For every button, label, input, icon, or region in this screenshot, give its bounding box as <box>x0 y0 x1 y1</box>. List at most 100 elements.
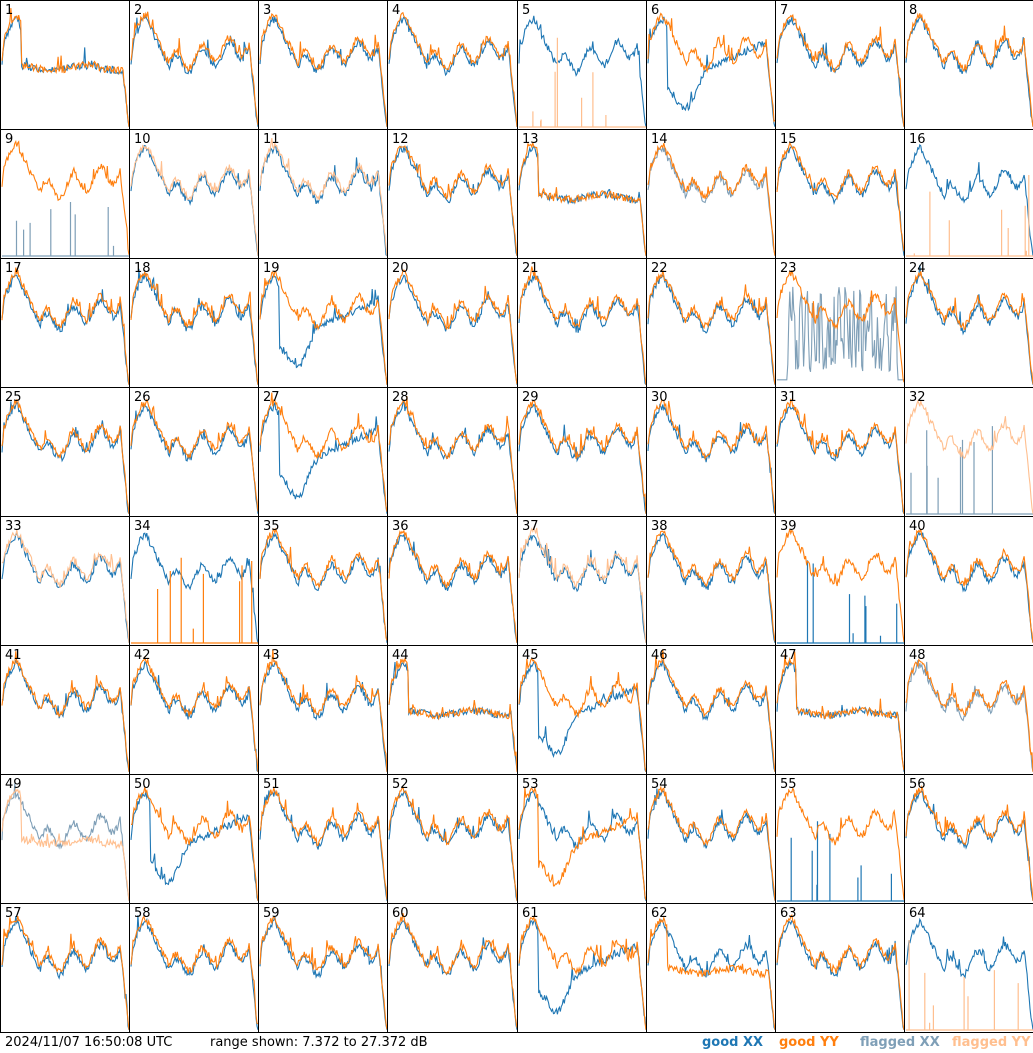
series-xx <box>130 15 258 127</box>
panel-41: 41 <box>0 645 130 775</box>
panel-number: 15 <box>780 132 797 147</box>
panel-number: 18 <box>134 261 151 276</box>
series-xx <box>518 919 646 1030</box>
series-yy <box>388 11 517 127</box>
panel-22: 22 <box>646 258 776 388</box>
series-line <box>2 202 129 257</box>
series-xx <box>647 659 775 772</box>
panel-12: 12 <box>387 129 518 259</box>
series-xx <box>777 560 904 644</box>
panel-number: 5 <box>522 3 531 18</box>
panel-number: 14 <box>651 132 668 147</box>
series-yy <box>647 270 775 385</box>
panel-number: 13 <box>522 132 539 147</box>
series-xx <box>776 405 904 515</box>
panel-number: 50 <box>134 777 151 792</box>
panel-plot <box>130 268 258 385</box>
series-yy <box>905 12 1033 127</box>
panel-48: 48 <box>904 645 1033 775</box>
panel-number: 25 <box>5 390 22 405</box>
series-yy <box>388 912 517 1028</box>
panel-number: 10 <box>134 132 151 147</box>
series-yy <box>906 175 1033 257</box>
panel-34: 34 <box>129 516 259 646</box>
panel-plot <box>1 8 129 127</box>
panel-number: 7 <box>780 3 789 18</box>
panel-number: 33 <box>5 519 22 534</box>
panel-number: 57 <box>5 906 22 921</box>
series-line <box>131 557 258 644</box>
panel-number: 30 <box>651 390 668 405</box>
series-xx <box>388 145 517 256</box>
panel-35: 35 <box>258 516 388 646</box>
panel-number: 38 <box>651 519 668 534</box>
panel-27: 27 <box>258 387 388 517</box>
series-yy <box>776 651 904 771</box>
series-yy <box>776 270 904 383</box>
series-line <box>519 37 646 128</box>
series-yy <box>130 915 258 1025</box>
panel-plot <box>388 912 517 1030</box>
panel-number: 1 <box>5 3 14 18</box>
panel-plot <box>647 649 775 772</box>
series-line <box>777 821 904 902</box>
panel-plot <box>905 528 1033 643</box>
panel-55: 55 <box>775 774 905 904</box>
series-yy <box>259 270 387 385</box>
panel-number: 28 <box>392 390 409 405</box>
panel-plot <box>776 398 904 515</box>
panel-36: 36 <box>387 516 518 646</box>
panel-plot <box>1 140 129 257</box>
series-yy <box>259 12 387 127</box>
panel-24: 24 <box>904 258 1033 388</box>
series-xx <box>130 532 258 643</box>
panel-56: 56 <box>904 774 1033 904</box>
panel-number: 19 <box>263 261 280 276</box>
panel-13: 13 <box>517 129 647 259</box>
panel-plot <box>1 783 129 901</box>
panel-plot <box>388 395 517 514</box>
panel-plot <box>388 529 517 643</box>
panel-number: 45 <box>522 648 539 663</box>
panel-number: 42 <box>134 648 151 663</box>
panel-plot <box>130 398 258 514</box>
series-xx <box>388 790 517 901</box>
panel-number: 55 <box>780 777 797 792</box>
panel-40: 40 <box>904 516 1033 646</box>
series-xx <box>259 402 387 514</box>
series-xx <box>259 275 387 385</box>
series-yy <box>259 527 387 641</box>
series-yy <box>518 915 646 1030</box>
panel-31: 31 <box>775 387 905 517</box>
panel-39: 39 <box>775 516 905 646</box>
series-xx <box>259 532 387 643</box>
panel-number: 62 <box>651 906 668 921</box>
panel-plot <box>905 658 1033 772</box>
series-yy <box>647 399 775 514</box>
series-yy <box>259 649 387 772</box>
panel-plot <box>647 270 775 385</box>
series-xx <box>259 661 387 772</box>
series-yy <box>130 398 258 512</box>
legend-good-xx: good XX <box>702 1035 764 1050</box>
series-xx <box>647 274 775 385</box>
series-xx <box>777 821 904 902</box>
panel-plot <box>905 143 1033 257</box>
panel-number: 56 <box>909 777 926 792</box>
panel-52: 52 <box>387 774 518 904</box>
panel-4: 4 <box>387 0 518 130</box>
series-xx <box>518 534 646 643</box>
panel-plot <box>905 264 1033 385</box>
panel-number: 9 <box>5 132 14 147</box>
series-xx <box>388 274 517 385</box>
panel-plot <box>776 528 904 644</box>
panel-57: 57 <box>0 903 130 1033</box>
series-xx <box>518 403 646 514</box>
series-yy <box>518 141 646 256</box>
series-xx <box>776 16 904 127</box>
series-yy <box>1 787 129 901</box>
panel-number: 53 <box>522 777 539 792</box>
series-yy <box>131 557 258 644</box>
panel-plot <box>776 914 904 1030</box>
series-yy <box>131 787 258 901</box>
